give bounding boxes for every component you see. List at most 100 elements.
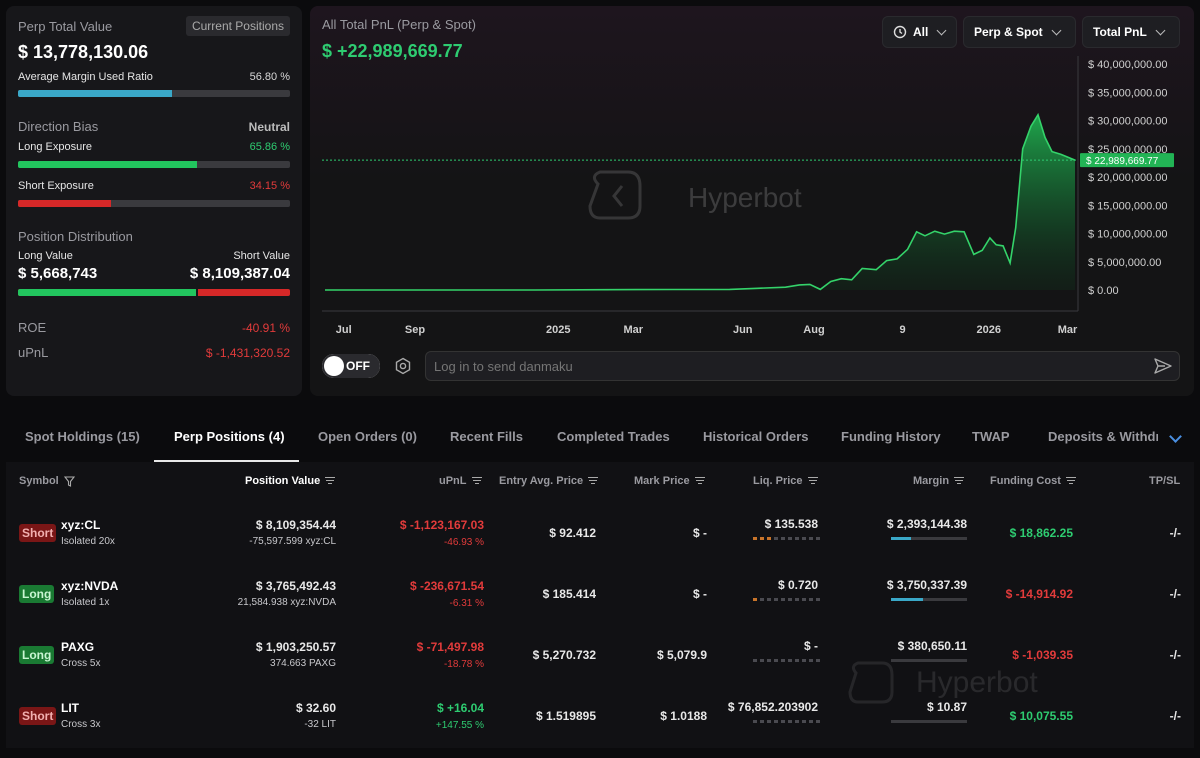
x-tick-label: 9 (899, 324, 905, 336)
table-row[interactable]: Short LIT Cross 3x $ 32.60 -32 LIT $ +16.04 +1… (6, 685, 1194, 746)
avg-margin-label: Average Margin Used Ratio (18, 71, 153, 83)
perp-total-value-label: Perp Total Value (18, 18, 113, 34)
table-row[interactable]: Short xyz:CL Isolated 20x $ 8,109,354.44 -75… (6, 502, 1194, 563)
watermark-text: Hyperbot (916, 666, 1038, 699)
tab-twap[interactable]: TWAP (972, 429, 1010, 444)
header-liq-price[interactable]: Liq. Price (753, 475, 818, 487)
x-tick-label: 2026 (977, 324, 1001, 336)
tpsl-value[interactable]: -/- (1169, 648, 1181, 662)
header-entry-price[interactable]: Entry Avg. Price (499, 475, 599, 487)
table-row[interactable]: Long xyz:NVDA Isolated 1x $ 3,765,492.43 21,… (6, 563, 1194, 624)
header-margin[interactable]: Margin (913, 475, 965, 487)
header-upnl[interactable]: uPnL (439, 475, 482, 487)
send-icon[interactable] (1153, 357, 1173, 375)
header-funding-cost[interactable]: Funding Cost (990, 475, 1076, 487)
tpsl-value[interactable]: -/- (1169, 709, 1181, 723)
leverage: Cross 3x (61, 719, 101, 730)
tab-historical-orders[interactable]: Historical Orders (703, 429, 809, 444)
long-exposure-bar-fill (18, 161, 198, 168)
tab-deposits-withdrawals[interactable]: Deposits & Withdra (1048, 429, 1158, 444)
tpsl-value[interactable]: -/- (1169, 587, 1181, 601)
tab-open-orders[interactable]: Open Orders (0) (318, 429, 417, 444)
header-mark-price-label: Mark Price (634, 475, 690, 487)
symbol-name[interactable]: PAXG (61, 640, 95, 654)
settings-icon[interactable] (394, 357, 412, 375)
upnl-value: $ -1,431,320.52 (205, 345, 290, 360)
tab-recent-fills[interactable]: Recent Fills (450, 429, 523, 444)
direction-bias-value: Neutral (248, 119, 290, 134)
symbol-name[interactable]: LIT (61, 701, 79, 715)
x-axis: Jul Sep 2025 Mar Jun Aug 9 2026 Mar (322, 310, 1078, 336)
side-badge: Long (19, 646, 55, 664)
y-tick-label: $ 40,000,000.00 (1088, 59, 1168, 71)
position-distribution-label: Position Distribution (18, 229, 133, 244)
filter-icon[interactable] (63, 475, 75, 487)
tab-perp-positions[interactable]: Perp Positions (4) (154, 418, 299, 462)
funding-cost: $ 18,862.25 (1009, 526, 1073, 540)
header-position-value[interactable]: Position Value (245, 475, 336, 487)
metric-label: Total PnL (1093, 25, 1147, 39)
danmaku-toggle[interactable]: OFF (322, 354, 380, 378)
direction-bias-label: Direction Bias (18, 119, 99, 134)
y-tick-label: $ 30,000,000.00 (1088, 116, 1168, 128)
sort-icon (954, 477, 965, 485)
danmaku-text-field[interactable] (434, 357, 1134, 375)
chart-title: All Total PnL (Perp & Spot) (322, 17, 476, 32)
upnl-percent: -46.93 % (443, 537, 484, 548)
sort-icon (588, 477, 599, 485)
chart-total-pnl-value: $ +22,989,669.77 (322, 41, 463, 61)
hyperbot-logo-mark (612, 185, 624, 207)
symbol-name[interactable]: xyz:NVDA (61, 579, 119, 593)
tpsl-value[interactable]: -/- (1169, 526, 1181, 540)
margin-value: $ 380,650.11 (897, 639, 967, 653)
danmaku-input[interactable] (425, 351, 1180, 381)
liq-risk-indicator (753, 659, 820, 662)
position-distribution-bar (18, 289, 290, 296)
symbol-name[interactable]: xyz:CL (61, 518, 101, 532)
margin-bar-fill (891, 598, 923, 601)
tab-funding-history[interactable]: Funding History (841, 429, 941, 444)
entry-price: $ 5,270.732 (532, 648, 596, 662)
upnl-value: $ -71,497.98 (416, 640, 484, 654)
liq-price: $ 76,852.203902 (727, 700, 818, 714)
scope-select[interactable]: Perp & Spot (963, 16, 1076, 48)
position-size: -32 LIT (304, 719, 336, 730)
leverage: Isolated 1x (61, 597, 110, 608)
tab-spot-holdings[interactable]: Spot Holdings (15) (25, 429, 140, 444)
time-range-select[interactable]: All (882, 16, 957, 48)
header-symbol[interactable]: Symbol (19, 475, 75, 487)
long-exposure-value: 65.86 % (249, 141, 290, 153)
entry-price: $ 92.412 (549, 526, 596, 540)
y-tick-label: $ 35,000,000.00 (1088, 87, 1168, 99)
x-tick-label: 2025 (546, 324, 570, 336)
x-tick-label: Jun (733, 324, 753, 336)
pnl-area-fill (325, 114, 1075, 290)
leverage: Isolated 20x (61, 536, 115, 547)
danmaku-toggle-label: OFF (346, 359, 370, 373)
clock-icon (893, 25, 907, 39)
upnl-value: $ -236,671.54 (409, 579, 484, 593)
long-exposure-label: Long Exposure (18, 141, 92, 153)
table-row[interactable]: Long PAXG Cross 5x $ 1,903,250.57 374.663 PA… (6, 624, 1194, 685)
y-tick-label: $ 10,000,000.00 (1088, 229, 1168, 241)
liq-risk-indicator (753, 537, 820, 540)
sort-icon (694, 477, 705, 485)
short-exposure-label: Short Exposure (18, 180, 94, 192)
y-tick-label: $ 0.00 (1088, 285, 1119, 297)
header-mark-price[interactable]: Mark Price (634, 475, 705, 487)
leverage: Cross 5x (61, 658, 101, 669)
sort-icon (325, 477, 336, 485)
position-value: $ 1,903,250.57 (255, 640, 336, 654)
upnl-label: uPnL (18, 345, 49, 360)
position-distribution-long-fill (18, 289, 198, 296)
y-tick-label: $ 20,000,000.00 (1088, 172, 1168, 184)
metric-select[interactable]: Total PnL (1082, 16, 1180, 48)
watermark: Hyperbot (848, 661, 1038, 704)
header-tpsl: TP/SL (1149, 475, 1180, 487)
chevron-down-icon[interactable] (1169, 430, 1182, 443)
current-positions-button[interactable]: Current Positions (185, 16, 290, 36)
tab-completed-trades[interactable]: Completed Trades (557, 429, 670, 444)
long-value: $ 5,668,743 (18, 265, 98, 282)
margin-bar (891, 720, 967, 723)
margin-value: $ 2,393,144.38 (886, 517, 967, 531)
